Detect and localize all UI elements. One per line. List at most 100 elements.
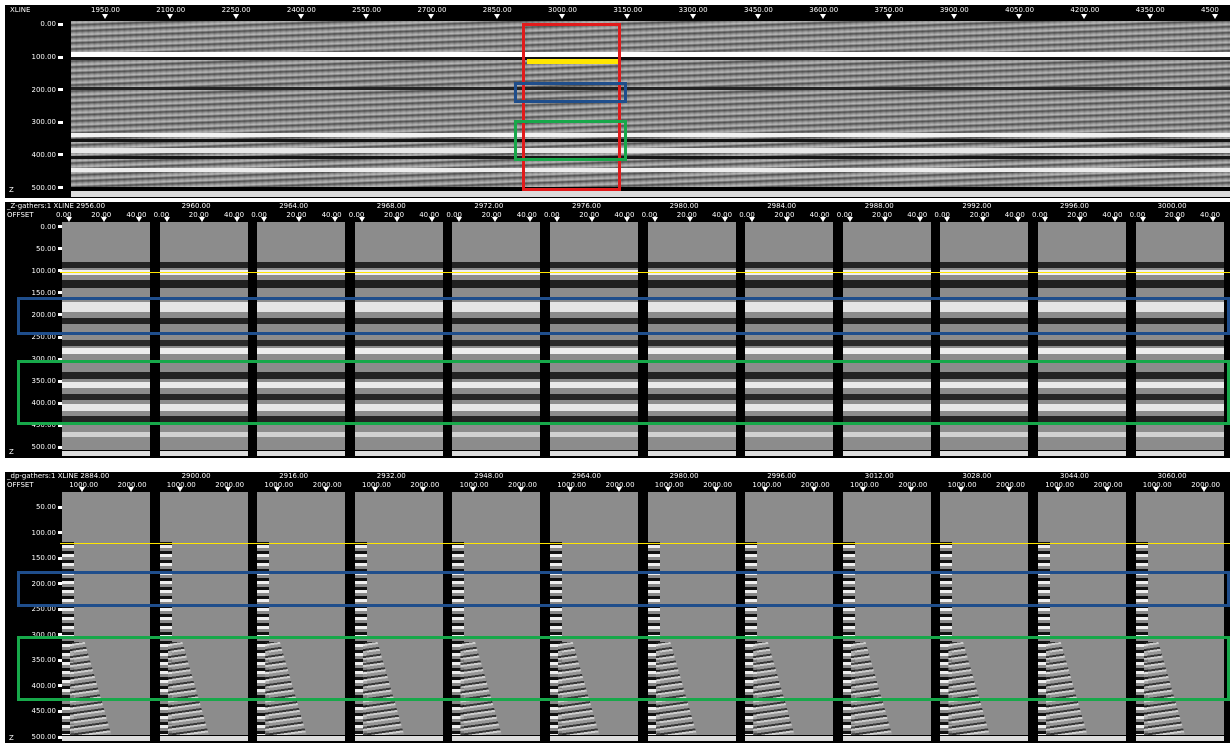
offset-tick-label: 40.00 [1004,211,1025,219]
gather-scrollbar[interactable] [842,736,931,741]
offset-tick-marker [1077,217,1084,222]
gather-scrollbar[interactable] [550,451,638,456]
gather-scrollbar[interactable] [62,451,150,456]
offset-tick-marker [429,217,436,222]
z-tick-label: 250.00 [32,605,64,613]
offset-tick-marker [234,217,240,222]
gather-scrollbar[interactable] [647,451,736,456]
z-tick-label: 100.00 [32,267,64,275]
offset-tick-marker [908,487,915,492]
gather-scrollbar[interactable] [550,736,638,741]
offset-tick-marker [944,217,951,222]
xline-tick-label: 3150.00 [613,6,643,14]
z-tick-label: 350.00 [32,656,64,664]
xline-gather-label: 3044.00 [1060,472,1089,480]
blue-zone-box [514,82,627,103]
gather-scrollbar[interactable] [647,736,736,741]
gather-scrollbar[interactable] [257,736,346,741]
offset-tick-marker [66,217,72,222]
gather-scrollbar[interactable] [159,451,248,456]
gather-panel [452,222,541,450]
offset-tick-marker [331,217,338,222]
gather-scrollbar[interactable] [842,451,931,456]
xline-gather-label: 2988.00 [864,202,894,210]
offset-tick-label: 2000.00 [312,481,342,489]
z-tick-label: 500.00 [32,443,64,451]
gather-panel [745,222,834,450]
offset-tick-label: 40.00 [712,211,733,219]
offset-tick-marker [615,487,622,492]
z-tick-label: 300.00 [32,118,64,126]
horizontal-scrollbar[interactable] [71,191,1230,197]
xline-tick-label: 4500 [1201,6,1219,14]
offset-tick-marker [1152,487,1159,492]
gather-scrollbar[interactable] [452,451,541,456]
offset-tick-label: 1000.00 [557,481,587,489]
offset-tick-marker [1103,487,1110,492]
yellow-horizon-line [60,543,1230,544]
gather-panel [550,492,638,735]
gather-scrollbar[interactable] [62,736,150,741]
gather-scrollbar[interactable] [745,451,834,456]
yellow-horizon-line [60,272,1230,273]
green-zone-box [17,636,1230,701]
offset-tick-marker [469,487,476,492]
gather-scrollbar[interactable] [1038,451,1126,456]
offset-tick-label: 40.00 [224,211,245,219]
offset-tick-label: 0.00 [934,211,950,219]
gather-scrollbar[interactable] [1038,736,1126,741]
offset-tick-label: 2000.00 [605,481,635,489]
xline-gather-label: 2996.00 [1060,202,1089,210]
gather-scrollbar[interactable] [354,736,443,741]
offset-tick-label: 0.00 [836,211,853,219]
gather-scrollbar[interactable] [745,736,834,741]
offset-tick-label: 40.00 [419,211,440,219]
z-tick-label: 50.00 [36,503,63,511]
xline-tick-marker [232,14,239,19]
gather-panel [647,492,736,735]
xline-tick-label: 2250.00 [221,6,251,14]
offset-tick-marker [1112,217,1119,222]
gather-scrollbar[interactable] [354,451,443,456]
gather-scrollbar[interactable] [159,736,248,741]
z-axis: 50.00 100.00 150.00 200.00 250.00 300.00 350.0… [5,492,65,742]
z-tick-label: 100.00 [32,53,64,61]
seismic-section-panel: XLINE 1950.00 2100.00 2250.00 2400.00 2550.0… [5,5,1230,198]
z-axis: 0.00 50.00 100.00 150.00 200.00 250.00 300.00 3… [5,222,65,452]
xline-tick-marker [754,14,761,19]
offset-tick-marker [722,217,728,222]
offset-tick-marker [651,217,658,222]
offset-tick-marker [225,487,232,492]
offset-tick-label: 2000.00 [898,481,928,489]
gather-panel [842,492,931,735]
gather-scrollbar[interactable] [257,451,346,456]
offset-tick-label: 2000.00 [117,481,147,489]
z-gathers-header: _Z-gathers:1 XLINE 2956.00 OFFSET 2960.0… [5,202,1230,222]
offset-tick-marker [686,217,693,222]
offset-tick-label: 2000.00 [996,481,1025,489]
z-tick-label: 450.00 [32,421,64,429]
offset-tick-label: 1000.00 [752,481,782,489]
offset-tick-marker [589,217,596,222]
xline-gather-label: 2984.00 [767,202,797,210]
offset-tick-label: 2000.00 [1191,481,1221,489]
z-axis-label: Z [9,448,14,456]
offset-tick-marker [1201,487,1208,492]
offset-tick-marker [713,487,720,492]
gather-scrollbar[interactable] [452,736,541,741]
gather-panel [62,222,150,450]
offset-tick-marker [261,217,268,222]
xline-tick-label: 3000.00 [548,6,577,14]
xline-gather-label: 3000.00 [1157,202,1187,210]
z-tick-label: 250.00 [32,333,64,341]
offset-tick-label: 0.00 [1032,211,1048,219]
gather-scrollbar[interactable] [1135,451,1224,456]
offset-tick-label: 20.00 [969,211,990,219]
z-tick-label: 400.00 [32,399,64,407]
dp-gathers-panel: _dp-gathers:1 XLINE 2884.00 OFFSET 2900.… [5,472,1230,743]
gather-scrollbar[interactable] [1135,736,1224,741]
offset-tick-label: 0.00 [251,211,267,219]
gather-scrollbar[interactable] [940,736,1029,741]
offset-tick-label: 1000.00 [264,481,294,489]
gather-scrollbar[interactable] [940,451,1029,456]
